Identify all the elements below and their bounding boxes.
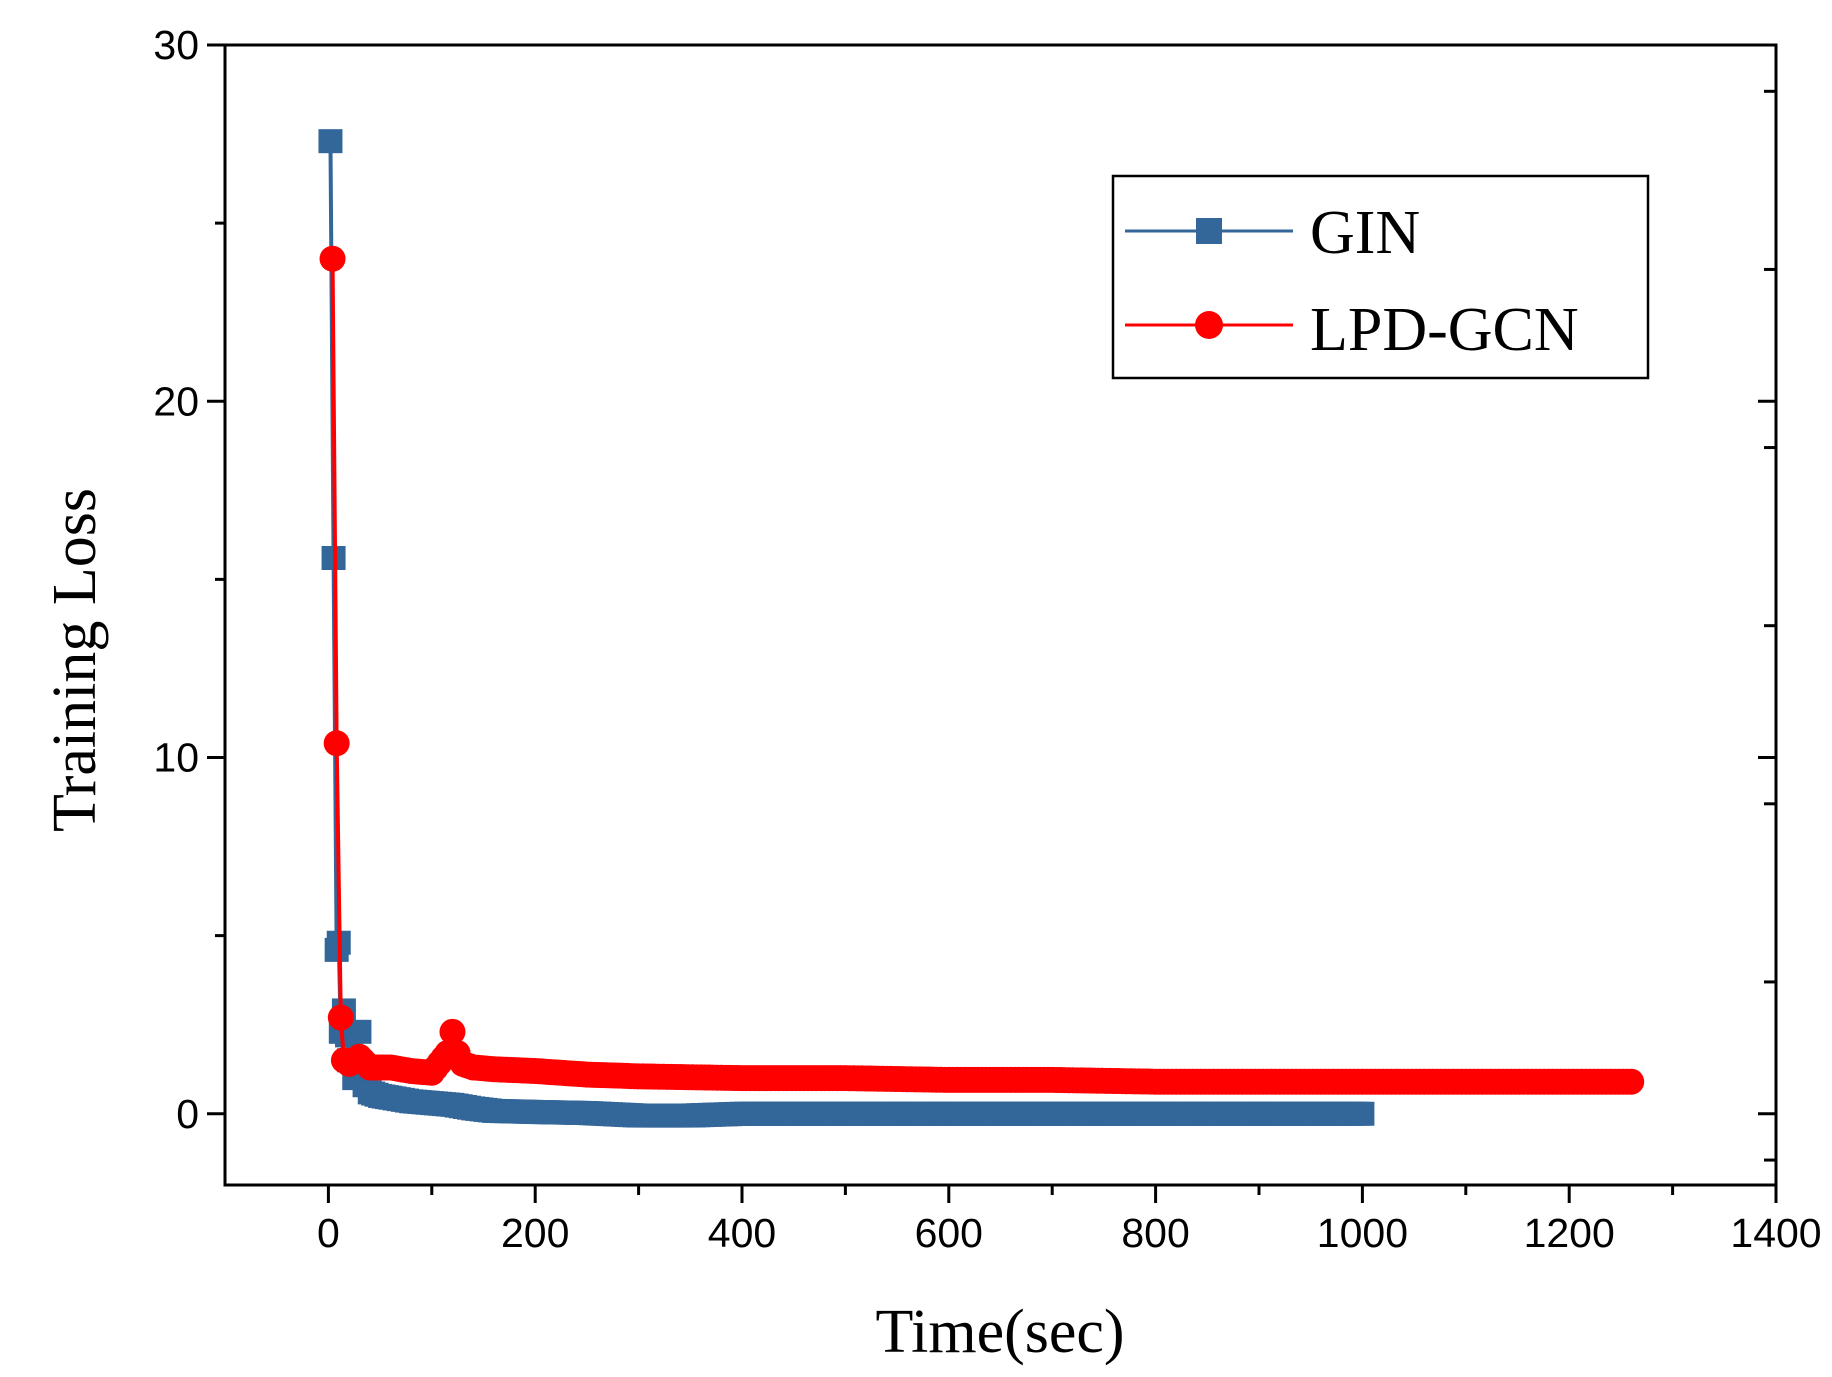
series-lpd-gcn	[319, 245, 1645, 1095]
y-tick-label: 30	[153, 22, 199, 68]
data-point	[318, 129, 343, 154]
x-tick-label: 1000	[1317, 1210, 1408, 1256]
legend-entry-gin: GIN	[1125, 199, 1420, 267]
legend-label-gin: GIN	[1310, 199, 1420, 267]
tick-labels: 0 200 400 600 800 1000 1200 1400 0 10 20 30	[153, 22, 1821, 1256]
data-point	[319, 245, 346, 272]
legend-entry-lpd-gcn: LPD-GCN	[1125, 296, 1579, 364]
data-point	[327, 1004, 354, 1031]
plot-frame	[223, 43, 1778, 1187]
y-tick-label: 0	[176, 1091, 199, 1137]
series-layer	[318, 129, 1645, 1128]
legend: GIN LPD-GCN	[1111, 174, 1650, 380]
data-point	[1618, 1068, 1645, 1095]
legend-marker-gin	[1196, 218, 1222, 244]
x-tick-label: 0	[317, 1210, 340, 1256]
y-axis-title: Training Loss	[41, 488, 109, 832]
series-line	[330, 258, 1632, 1084]
x-tick-label: 1400	[1730, 1210, 1821, 1256]
x-tick-label: 200	[501, 1210, 569, 1256]
y-tick-label: 20	[153, 378, 199, 424]
series-gin	[318, 129, 1375, 1128]
x-tick-label: 1200	[1524, 1210, 1615, 1256]
data-point	[1350, 1101, 1375, 1126]
x-axis-title: Time(sec)	[875, 1298, 1124, 1366]
x-tick-label: 600	[915, 1210, 983, 1256]
data-point	[439, 1018, 466, 1045]
x-tick-label: 800	[1121, 1210, 1189, 1256]
legend-marker-lpd-gcn	[1195, 311, 1223, 339]
y-tick-label: 10	[153, 735, 199, 781]
legend-label-lpd-gcn: LPD-GCN	[1310, 296, 1579, 364]
legend-box	[1111, 174, 1650, 380]
data-point	[323, 730, 350, 757]
x-tick-label: 400	[708, 1210, 776, 1256]
